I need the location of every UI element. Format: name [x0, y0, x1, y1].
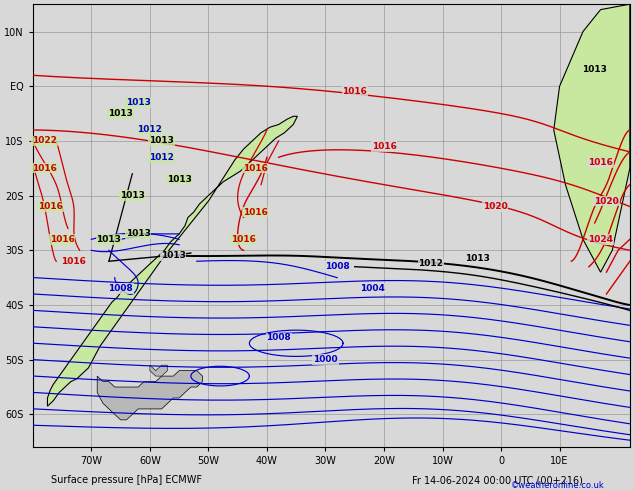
Text: 1016: 1016 [61, 257, 86, 266]
Text: 1000: 1000 [313, 355, 338, 364]
Polygon shape [150, 365, 167, 376]
Text: 1013: 1013 [96, 235, 121, 244]
Text: 1013: 1013 [149, 136, 174, 146]
Polygon shape [553, 4, 630, 272]
Text: 1020: 1020 [594, 196, 619, 206]
Text: 1013: 1013 [126, 98, 151, 107]
Text: 1013: 1013 [120, 191, 145, 200]
Text: 1008: 1008 [108, 284, 133, 293]
Text: ©weatheronline.co.uk: ©weatheronline.co.uk [511, 481, 605, 490]
Polygon shape [97, 370, 202, 420]
Text: Surface pressure [hPa] ECMWF: Surface pressure [hPa] ECMWF [51, 475, 202, 485]
Text: 1012: 1012 [149, 153, 174, 162]
Text: 1016: 1016 [49, 235, 75, 244]
Text: 1020: 1020 [483, 202, 508, 211]
Text: 1012: 1012 [418, 260, 443, 269]
Text: 1013: 1013 [465, 254, 490, 263]
Text: 1016: 1016 [243, 164, 268, 173]
Text: 1013: 1013 [582, 65, 607, 74]
Text: 1016: 1016 [588, 158, 613, 167]
Text: 1016: 1016 [38, 202, 63, 211]
Text: 1016: 1016 [231, 235, 256, 244]
Text: 1016: 1016 [342, 87, 367, 96]
Text: 1013: 1013 [126, 229, 151, 239]
Text: 1012: 1012 [138, 125, 162, 134]
Text: 1016: 1016 [372, 142, 396, 151]
Polygon shape [48, 116, 297, 406]
Text: 1022: 1022 [32, 136, 57, 146]
Text: 1013: 1013 [108, 109, 133, 118]
Text: 1013: 1013 [167, 175, 191, 184]
Text: 1016: 1016 [32, 164, 57, 173]
Text: 1016: 1016 [243, 207, 268, 217]
Text: 1008: 1008 [266, 333, 291, 343]
Text: Fr 14-06-2024 00:00 UTC (00+216): Fr 14-06-2024 00:00 UTC (00+216) [412, 475, 583, 485]
Text: 1004: 1004 [360, 284, 385, 293]
Text: 1013: 1013 [161, 251, 186, 260]
Text: 1024: 1024 [588, 235, 613, 244]
Text: 1008: 1008 [325, 262, 349, 271]
